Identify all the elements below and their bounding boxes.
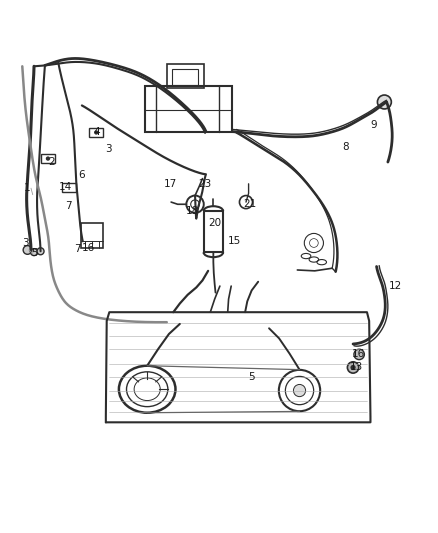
Circle shape (46, 156, 50, 161)
Text: 17: 17 (164, 179, 177, 189)
Text: 7: 7 (66, 200, 72, 211)
Text: 6: 6 (78, 170, 85, 180)
Text: 16: 16 (82, 243, 95, 253)
Text: 15: 15 (228, 236, 241, 246)
Bar (145, 86, 232, 132)
Text: 5: 5 (248, 373, 255, 383)
Text: 16: 16 (352, 350, 365, 359)
Text: 12: 12 (389, 281, 402, 291)
Text: 9: 9 (370, 120, 377, 130)
Circle shape (350, 365, 356, 370)
Text: 4: 4 (94, 126, 100, 136)
Text: 23: 23 (198, 179, 212, 189)
Circle shape (31, 249, 38, 256)
Text: 2: 2 (48, 157, 55, 167)
Text: 18: 18 (186, 206, 200, 216)
Text: 3: 3 (105, 144, 111, 154)
Text: 1: 1 (23, 183, 30, 193)
Bar (204, 211, 223, 252)
Bar (167, 64, 204, 88)
Bar (89, 128, 103, 137)
Text: 7: 7 (74, 244, 81, 254)
Bar (62, 183, 76, 192)
Bar (81, 223, 103, 248)
Circle shape (94, 130, 99, 135)
Circle shape (37, 248, 44, 255)
Circle shape (378, 95, 391, 109)
Circle shape (347, 362, 359, 373)
Text: 3: 3 (22, 238, 28, 247)
Text: 13: 13 (350, 362, 363, 373)
Text: 8: 8 (342, 142, 349, 152)
Bar (41, 154, 55, 163)
Circle shape (354, 349, 364, 360)
Text: 14: 14 (59, 182, 72, 192)
Text: 20: 20 (208, 218, 221, 228)
Circle shape (23, 246, 32, 254)
Text: 5: 5 (31, 248, 37, 259)
Text: 21: 21 (243, 199, 256, 209)
Ellipse shape (293, 384, 306, 397)
Bar (172, 69, 198, 85)
